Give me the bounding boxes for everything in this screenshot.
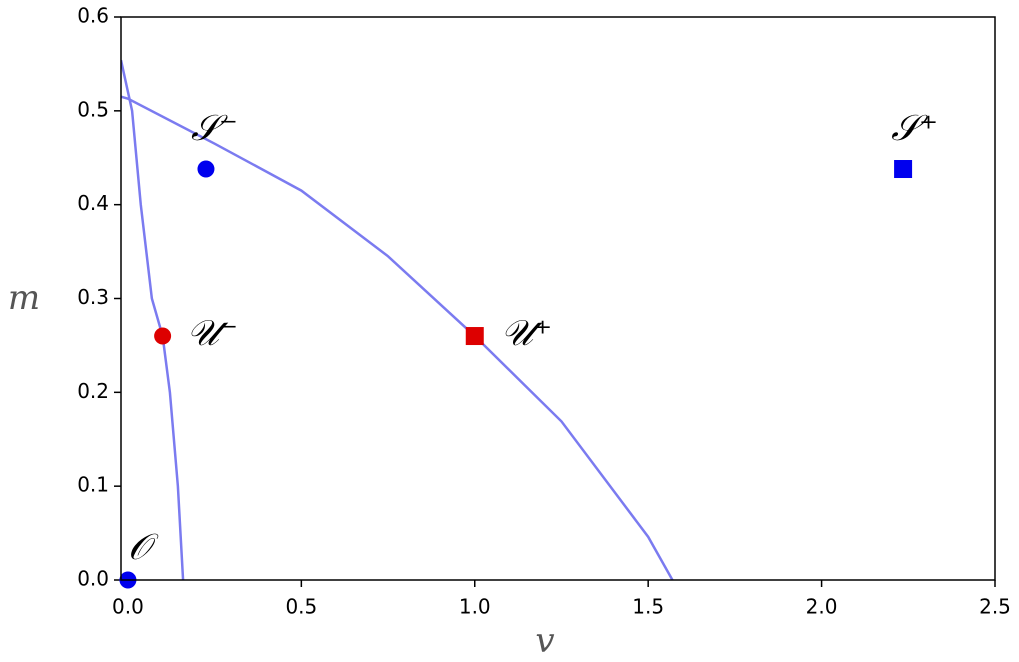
point-label: 𝒰⁺	[501, 313, 552, 354]
plot-frame	[120, 16, 996, 581]
point-label: 𝒪	[128, 527, 159, 568]
x-tick-label: 1.5	[632, 595, 664, 619]
y-tick-label: 0.4	[77, 191, 109, 215]
point-label: 𝒮⁺	[891, 108, 938, 149]
curve	[121, 59, 185, 580]
y-axis-label: m	[8, 278, 40, 318]
x-tick-label: 2.0	[806, 595, 838, 619]
y-tick-label: 0.0	[77, 567, 109, 591]
x-axis-label: v	[535, 621, 554, 661]
y-tick-label: 0.2	[77, 379, 109, 403]
point-label: 𝒮⁻	[191, 108, 238, 149]
y-tick-label: 0.3	[77, 285, 109, 309]
point-label: 𝒰⁻	[187, 313, 238, 354]
curve	[121, 95, 674, 580]
point	[154, 327, 172, 345]
y-tick-label: 0.5	[77, 97, 109, 121]
y-tick-label: 0.6	[77, 4, 109, 28]
point	[465, 327, 484, 346]
x-tick-label: 0.0	[112, 595, 144, 619]
y-tick-label: 0.1	[77, 473, 109, 497]
point	[197, 160, 215, 178]
x-tick-label: 2.5	[979, 595, 1011, 619]
x-tick-label: 1.0	[459, 595, 491, 619]
point	[894, 160, 913, 179]
x-tick-label: 0.5	[285, 595, 317, 619]
